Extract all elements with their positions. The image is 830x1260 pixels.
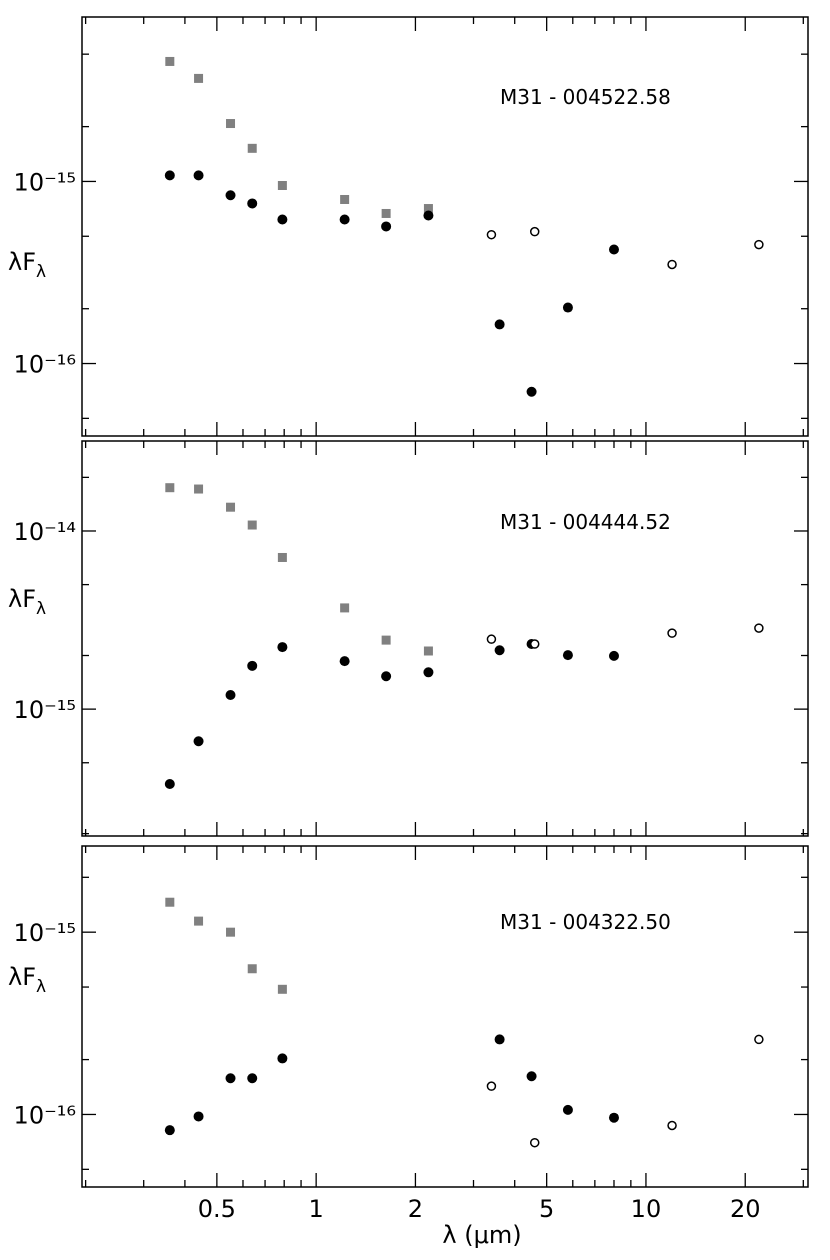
data-point bbox=[423, 210, 434, 221]
data-point bbox=[165, 897, 175, 907]
data-point bbox=[526, 1071, 537, 1082]
data-point bbox=[494, 319, 505, 330]
data-point bbox=[226, 119, 236, 129]
data-point bbox=[423, 204, 433, 214]
data-point bbox=[340, 194, 350, 204]
data-point bbox=[529, 639, 540, 649]
data-point bbox=[165, 483, 175, 493]
data-point bbox=[381, 671, 392, 682]
x-tick-label: 0.5 bbox=[198, 1195, 236, 1223]
data-point bbox=[277, 642, 288, 653]
data-point bbox=[193, 736, 204, 747]
data-point bbox=[164, 1125, 175, 1136]
x-tick-label: 10 bbox=[631, 1195, 662, 1223]
data-point bbox=[608, 244, 619, 255]
data-point bbox=[194, 484, 204, 494]
y-axis-label: λFλ bbox=[8, 963, 46, 997]
panel-annotation: M31 - 004444.52 bbox=[500, 510, 671, 534]
data-point bbox=[247, 964, 257, 974]
data-point bbox=[339, 214, 350, 225]
data-point bbox=[494, 1034, 505, 1045]
data-point bbox=[529, 1137, 540, 1148]
data-point bbox=[247, 198, 258, 209]
panel-annotation: M31 - 004522.58 bbox=[500, 85, 671, 109]
data-point bbox=[225, 1073, 236, 1084]
y-axis-label: λFλ bbox=[8, 585, 46, 619]
data-point bbox=[562, 302, 573, 313]
data-point bbox=[247, 660, 258, 671]
x-tick-label: 1 bbox=[309, 1195, 324, 1223]
data-point bbox=[486, 1081, 497, 1091]
y-tick-label: 10⁻¹⁴ bbox=[14, 518, 76, 546]
data-point bbox=[381, 635, 391, 645]
x-tick-label: 5 bbox=[539, 1195, 554, 1223]
data-point bbox=[164, 778, 175, 789]
x-tick-label: 2 bbox=[408, 1195, 423, 1223]
data-point bbox=[277, 552, 287, 562]
plot-frame bbox=[81, 845, 809, 1188]
data-point bbox=[526, 386, 537, 397]
y-axis-label-subscript: λ bbox=[36, 599, 46, 619]
data-point bbox=[225, 190, 236, 201]
y-axis-label-subscript: λ bbox=[36, 262, 46, 282]
data-point bbox=[247, 1073, 258, 1084]
data-point bbox=[277, 1053, 288, 1064]
panel: 0.5 1 2 5 10 20 10⁻¹⁵ 10⁻¹⁶ λFλ M31 - 004322.50 λ … bbox=[8, 845, 809, 1249]
y-tick-label: 10⁻¹⁶ bbox=[14, 1101, 76, 1129]
data-point bbox=[277, 214, 288, 225]
panel-annotation: M31 - 004322.50 bbox=[500, 910, 671, 934]
y-tick-label: 10⁻¹⁶ bbox=[14, 351, 76, 379]
data-point bbox=[381, 208, 391, 218]
data-point bbox=[667, 259, 677, 270]
y-tick-label: 10⁻¹⁵ bbox=[14, 168, 76, 196]
y-axis-label-subscript: λ bbox=[36, 977, 46, 997]
data-point bbox=[194, 916, 204, 926]
data-point bbox=[381, 221, 392, 232]
data-point bbox=[667, 1120, 677, 1131]
data-point bbox=[193, 170, 204, 181]
data-point bbox=[193, 1111, 204, 1122]
y-tick-label: 10⁻¹⁵ bbox=[14, 919, 76, 947]
data-point bbox=[562, 1104, 573, 1115]
data-point bbox=[608, 650, 619, 661]
data-point bbox=[165, 56, 175, 66]
data-point bbox=[754, 623, 764, 633]
data-point bbox=[277, 181, 287, 191]
data-point bbox=[194, 73, 204, 83]
data-point bbox=[339, 656, 350, 667]
panel: 10⁻¹⁵ 10⁻¹⁶ λFλ M31 - 004522.58 bbox=[8, 16, 809, 437]
data-point bbox=[277, 984, 287, 994]
x-tick-label: 20 bbox=[730, 1195, 761, 1223]
data-point bbox=[754, 239, 764, 250]
plot-frame bbox=[81, 16, 809, 437]
data-point bbox=[423, 646, 433, 656]
data-point bbox=[226, 502, 236, 512]
data-point bbox=[164, 170, 175, 181]
y-axis-label-main: λF bbox=[8, 248, 36, 276]
data-point bbox=[225, 690, 236, 701]
data-point bbox=[226, 927, 236, 937]
y-axis-label-main: λF bbox=[8, 963, 36, 991]
data-point bbox=[340, 603, 350, 613]
y-axis-label: λFλ bbox=[8, 248, 46, 282]
data-point bbox=[423, 667, 434, 678]
data-point bbox=[754, 1034, 764, 1045]
data-point bbox=[608, 1112, 619, 1123]
y-tick-label: 10⁻¹⁵ bbox=[14, 696, 76, 724]
data-point bbox=[247, 520, 257, 530]
data-point bbox=[667, 628, 677, 638]
data-point bbox=[529, 226, 540, 237]
data-point bbox=[562, 650, 573, 661]
data-point bbox=[486, 229, 497, 240]
data-point bbox=[247, 143, 257, 153]
plot-frame bbox=[81, 440, 809, 837]
data-point bbox=[494, 645, 505, 656]
x-axis-label: λ (μm) bbox=[442, 1221, 521, 1249]
y-axis-label-main: λF bbox=[8, 585, 36, 613]
panel: 10⁻¹⁴ 10⁻¹⁵ λFλ M31 - 004444.52 bbox=[8, 440, 809, 837]
data-point bbox=[486, 634, 497, 644]
